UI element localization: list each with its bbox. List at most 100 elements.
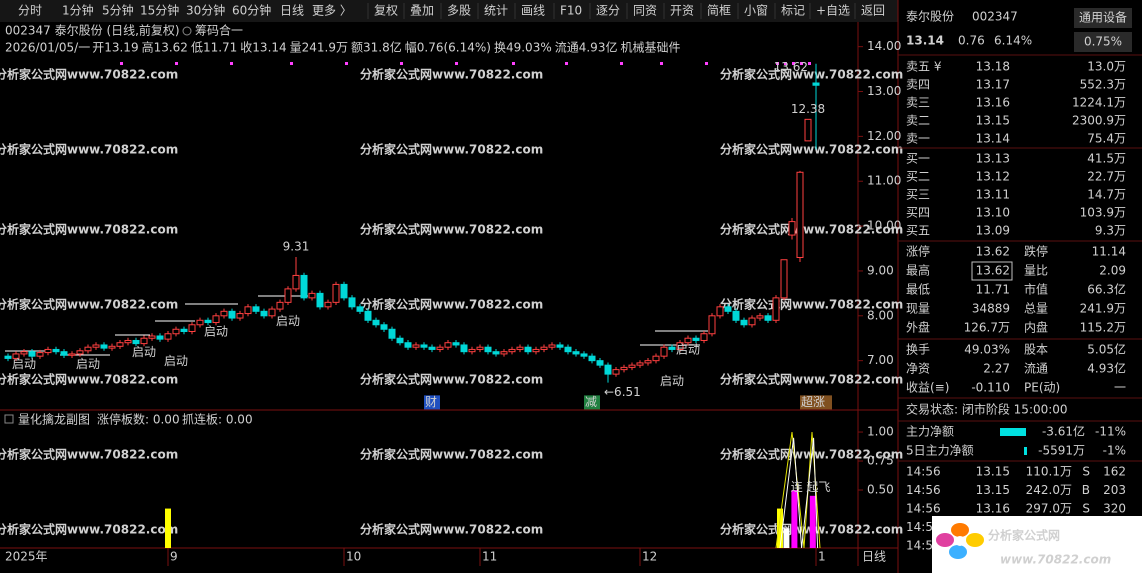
toolbar-item[interactable]: 15分钟 bbox=[140, 3, 179, 18]
watermark: 分析家公式网www.70822.com bbox=[360, 372, 543, 387]
candle-body bbox=[332, 283, 340, 303]
marker-dot bbox=[345, 62, 348, 65]
price-annotation: 9.31 bbox=[283, 240, 310, 254]
candle-body bbox=[164, 333, 172, 340]
x-tick-label: 1 bbox=[818, 550, 826, 564]
candle-body bbox=[748, 317, 756, 326]
book-price: 13.09 bbox=[976, 224, 1010, 238]
toolbar-item[interactable]: 简框 bbox=[707, 4, 731, 18]
candle-body bbox=[84, 346, 92, 352]
flow-pct: -11% bbox=[1095, 425, 1126, 439]
candle-body bbox=[580, 353, 588, 357]
toolbar-item[interactable]: 复权 bbox=[374, 4, 398, 18]
toolbar-item[interactable]: 标记 bbox=[781, 4, 805, 18]
book-volume: 14.7万 bbox=[1087, 188, 1126, 202]
candle-body bbox=[116, 342, 124, 347]
toolbar-item[interactable]: 5分钟 bbox=[102, 3, 134, 18]
info-field: 高13.62 bbox=[142, 40, 188, 55]
toolbar-item[interactable]: 返回 bbox=[861, 4, 885, 18]
stat-value: 2.27 bbox=[983, 362, 1010, 376]
signal-label: 启动 bbox=[76, 357, 100, 371]
candle-body bbox=[452, 342, 460, 346]
toolbar-item[interactable]: 1分钟 bbox=[62, 3, 94, 18]
book-label: 买四 bbox=[906, 206, 930, 220]
watermark: 分析家公式网www.70822.com bbox=[0, 222, 178, 237]
toolbar-item[interactable]: 开资 bbox=[670, 4, 694, 18]
toolbar-item-active[interactable]: 日线 bbox=[280, 4, 304, 18]
toolbar-item[interactable]: 叠加 bbox=[410, 4, 434, 18]
stat-label: 换手 bbox=[906, 343, 930, 357]
candle-body bbox=[676, 342, 684, 350]
signal-lines bbox=[5, 295, 708, 356]
candle-body bbox=[348, 297, 356, 308]
toolbar-item[interactable]: 逐分 bbox=[596, 4, 620, 18]
info-field: 幅0.76(6.14%) bbox=[405, 40, 491, 55]
info-field: 开13.19 bbox=[92, 41, 138, 55]
stat-value: 49.03% bbox=[964, 343, 1010, 357]
candle-body bbox=[444, 342, 452, 348]
y-tick-label: 12.00 bbox=[867, 129, 901, 143]
flow-value: -5591万 bbox=[1038, 444, 1085, 458]
trade-time: 14:56 bbox=[906, 483, 941, 497]
book-price: 13.17 bbox=[976, 78, 1010, 92]
toolbar-item[interactable]: 分时 bbox=[18, 4, 42, 18]
candle-body bbox=[172, 328, 180, 335]
logo-center bbox=[955, 536, 965, 546]
trade-volume: 297.0万 bbox=[1026, 502, 1072, 516]
toolbar-item[interactable]: 更多 〉 bbox=[312, 4, 352, 18]
candle-body bbox=[564, 346, 572, 353]
candle-body bbox=[148, 335, 156, 339]
book-volume: 1224.1万 bbox=[1072, 96, 1126, 110]
candle-body bbox=[724, 306, 732, 312]
candle-body bbox=[260, 310, 268, 317]
marker-dot bbox=[512, 62, 515, 65]
toolbar-item[interactable]: 小窗 bbox=[744, 4, 768, 18]
marker-dot bbox=[776, 62, 779, 65]
stat-value: 4.93亿 bbox=[1087, 361, 1126, 376]
candle-body bbox=[324, 301, 332, 308]
candle-body bbox=[284, 288, 292, 303]
info-field: 收13.14 bbox=[240, 41, 286, 55]
stat-label: 最高 bbox=[906, 263, 930, 278]
candle-body bbox=[788, 221, 796, 236]
candle-body bbox=[4, 355, 12, 359]
book-label: 买一 bbox=[906, 152, 930, 166]
candle-body bbox=[588, 355, 596, 362]
book-price: 13.16 bbox=[976, 96, 1010, 110]
candle-body bbox=[396, 337, 404, 344]
candle-body bbox=[60, 351, 68, 356]
signal-box bbox=[800, 395, 832, 410]
toolbar-item[interactable]: 同资 bbox=[633, 4, 657, 18]
toolbar-item[interactable]: 60分钟 bbox=[232, 3, 271, 18]
toolbar-item[interactable]: 画线 bbox=[521, 4, 545, 18]
toolbar-item[interactable]: +自选 bbox=[816, 4, 850, 18]
toolbar-item[interactable]: F10 bbox=[560, 4, 582, 18]
y-tick-label: 14.00 bbox=[867, 39, 901, 53]
sub-subtitle: 涨停板数: 0.00 bbox=[97, 412, 180, 427]
candle-body bbox=[636, 362, 644, 366]
toolbar-item[interactable]: 30分钟 bbox=[186, 3, 225, 18]
logo-name: 分析家公式网 bbox=[988, 528, 1060, 543]
toolbar-item[interactable]: 多股 bbox=[447, 4, 471, 18]
price-annotation: 12.38 bbox=[791, 102, 825, 116]
stat-label: 净资 bbox=[906, 362, 930, 376]
toolbar-bg bbox=[0, 0, 898, 22]
x-tick-label: 10 bbox=[346, 550, 361, 564]
price: 13.14 bbox=[906, 34, 944, 48]
stat-label: 现量 bbox=[906, 302, 930, 316]
logo-petal bbox=[936, 533, 954, 547]
y-tick-label: 10.00 bbox=[867, 219, 901, 233]
book-volume: 552.3万 bbox=[1080, 78, 1126, 92]
trade-volume: 242.0万 bbox=[1026, 483, 1072, 497]
signal-label: 启动 bbox=[132, 345, 156, 359]
watermark: 分析家公式网www.70822.com bbox=[360, 447, 543, 462]
toolbar-item[interactable]: 统计 bbox=[484, 4, 508, 18]
candle-body bbox=[156, 335, 164, 340]
indicator-name: 筹码合一 bbox=[195, 23, 243, 38]
watermark: 分析家公式网www.70822.com bbox=[360, 222, 543, 237]
price-annotation: 13.62 bbox=[774, 60, 808, 74]
candle-body bbox=[100, 344, 108, 349]
candle-body bbox=[436, 346, 444, 350]
candle-body bbox=[28, 351, 36, 357]
